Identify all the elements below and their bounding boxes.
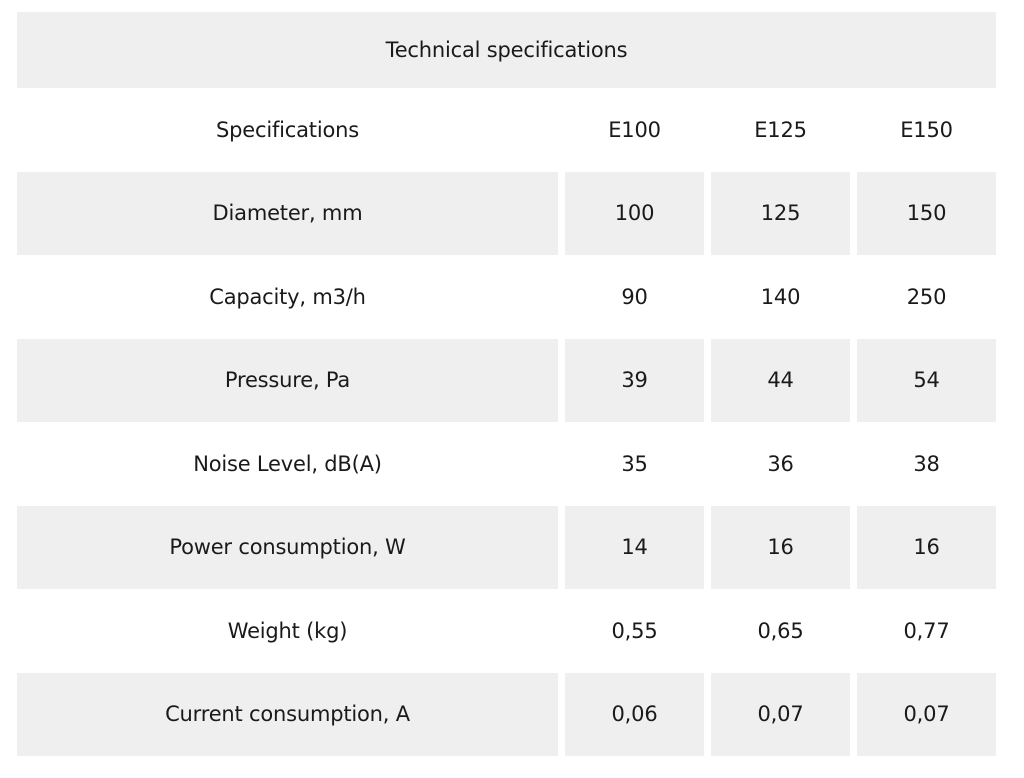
row-label: Power consumption, W [17, 505, 558, 589]
header-specifications-label: Specifications [216, 117, 359, 142]
table-row-power-consumption: Power consumption, W 14 16 16 [17, 505, 996, 589]
row-value-e150: 38 [913, 451, 940, 476]
row-value-e100: 0,55 [611, 618, 658, 643]
row-value-e125: 125 [711, 171, 850, 255]
row-value-e150: 150 [857, 171, 996, 255]
row-value-e100: 0,06 [565, 672, 704, 756]
row-value-e100: 90 [621, 284, 648, 309]
technical-specifications-table: Technical specifications Specifications … [10, 12, 1003, 756]
table-header-row: Specifications E100 E125 E150 [17, 88, 996, 172]
row-label: Diameter, mm [17, 171, 558, 255]
row-value-e100: 14 [565, 505, 704, 589]
row-value-e100: 39 [565, 338, 704, 422]
header-model-e125: E125 [754, 117, 807, 142]
row-value-e150: 0,07 [857, 672, 996, 756]
row-value-e125: 44 [711, 338, 850, 422]
header-model-e100: E100 [608, 117, 661, 142]
technical-specifications-table-container: Technical specifications Specifications … [17, 12, 997, 756]
row-label: Capacity, m3/h [209, 284, 366, 309]
table-row-current-consumption: Current consumption, A 0,06 0,07 0,07 [17, 672, 996, 756]
row-value-e125: 0,65 [757, 618, 804, 643]
table-row-pressure: Pressure, Pa 39 44 54 [17, 338, 996, 422]
row-label: Current consumption, A [17, 672, 558, 756]
table-row-capacity: Capacity, m3/h 90 140 250 [17, 255, 996, 339]
row-value-e125: 36 [767, 451, 794, 476]
table-title: Technical specifications [17, 12, 996, 88]
header-model-e150: E150 [900, 117, 953, 142]
table-row-weight: Weight (kg) 0,55 0,65 0,77 [17, 589, 996, 673]
row-value-e125: 0,07 [711, 672, 850, 756]
table-title-row: Technical specifications [17, 12, 996, 88]
row-value-e125: 16 [711, 505, 850, 589]
row-label: Weight (kg) [227, 618, 348, 643]
row-value-e100: 35 [621, 451, 648, 476]
row-value-e100: 100 [565, 171, 704, 255]
row-value-e150: 16 [857, 505, 996, 589]
row-value-e150: 250 [906, 284, 947, 309]
row-label: Noise Level, dB(A) [193, 451, 382, 476]
row-value-e125: 140 [760, 284, 801, 309]
table-row-noise-level: Noise Level, dB(A) 35 36 38 [17, 422, 996, 506]
row-value-e150: 54 [857, 338, 996, 422]
row-label: Pressure, Pa [17, 338, 558, 422]
table-row-diameter: Diameter, mm 100 125 150 [17, 171, 996, 255]
row-value-e150: 0,77 [903, 618, 950, 643]
